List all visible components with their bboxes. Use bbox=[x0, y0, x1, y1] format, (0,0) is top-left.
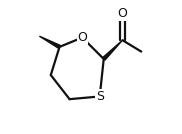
Text: O: O bbox=[77, 31, 87, 44]
Polygon shape bbox=[102, 40, 122, 60]
Text: O: O bbox=[118, 7, 127, 20]
Polygon shape bbox=[39, 36, 60, 48]
Text: S: S bbox=[96, 90, 104, 103]
